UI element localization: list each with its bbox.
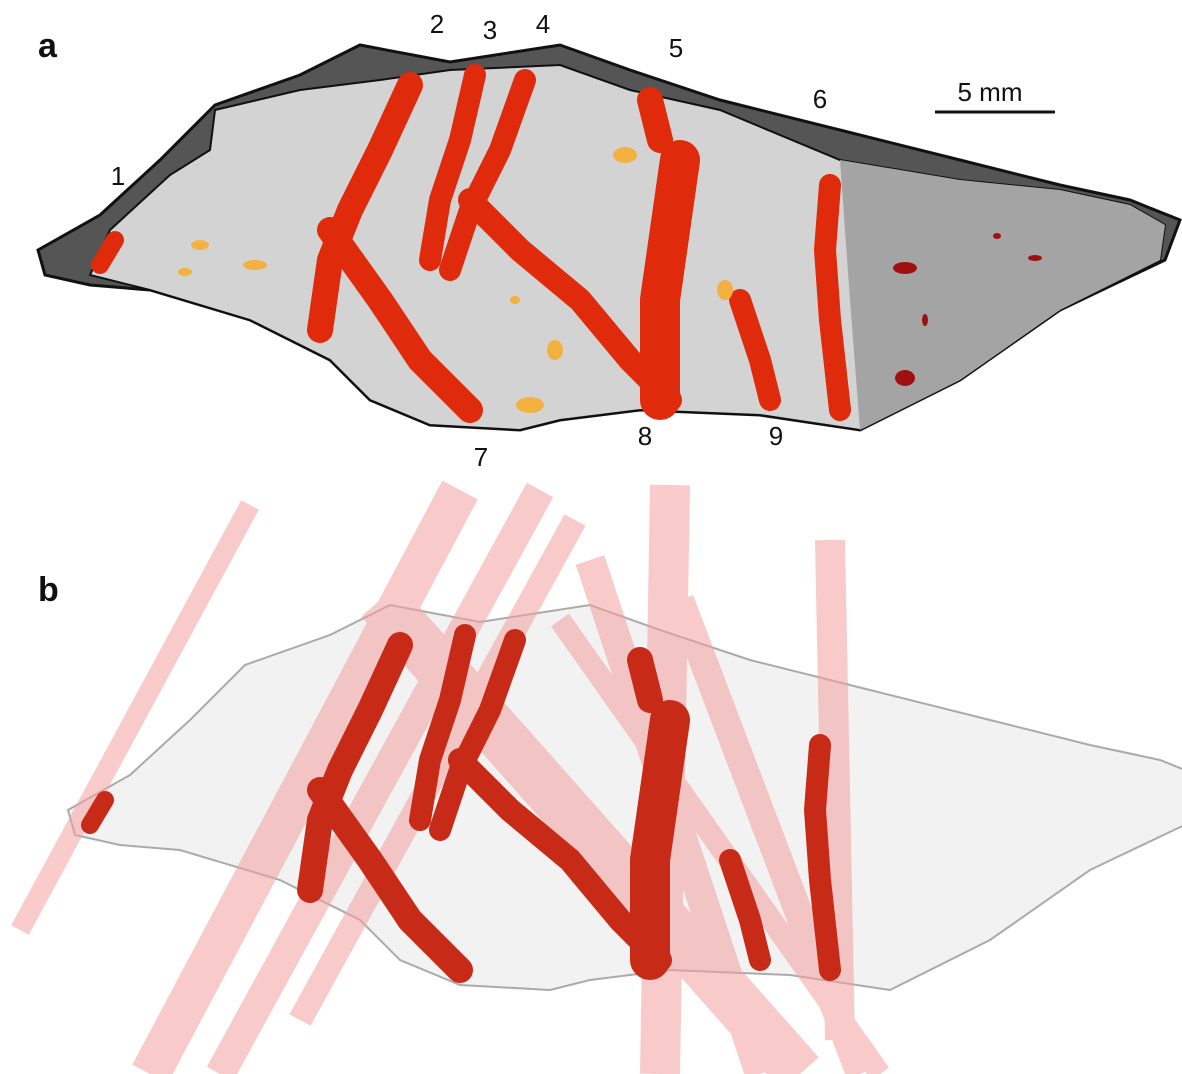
shaded-region [840,160,1165,430]
panel-label: b [38,571,59,609]
scale-bar-label: 5 mm [958,77,1023,107]
stripe-label: 9 [769,421,783,451]
panel-label: a [38,27,58,65]
stripe-label: 7 [474,442,488,472]
dark-spots [893,233,1042,386]
stripe-label: 6 [813,84,827,114]
stripe-label: 3 [483,15,497,45]
stripe-label: 1 [111,161,125,191]
stripe-labels: 1 2 3 4 5 6 7 8 9 [111,9,827,472]
stripe-label: 4 [536,9,550,39]
orange-spots [178,147,733,413]
stripe-label: 2 [430,9,444,39]
stripe-label: 8 [638,421,652,451]
stripe-label: 5 [669,33,683,63]
